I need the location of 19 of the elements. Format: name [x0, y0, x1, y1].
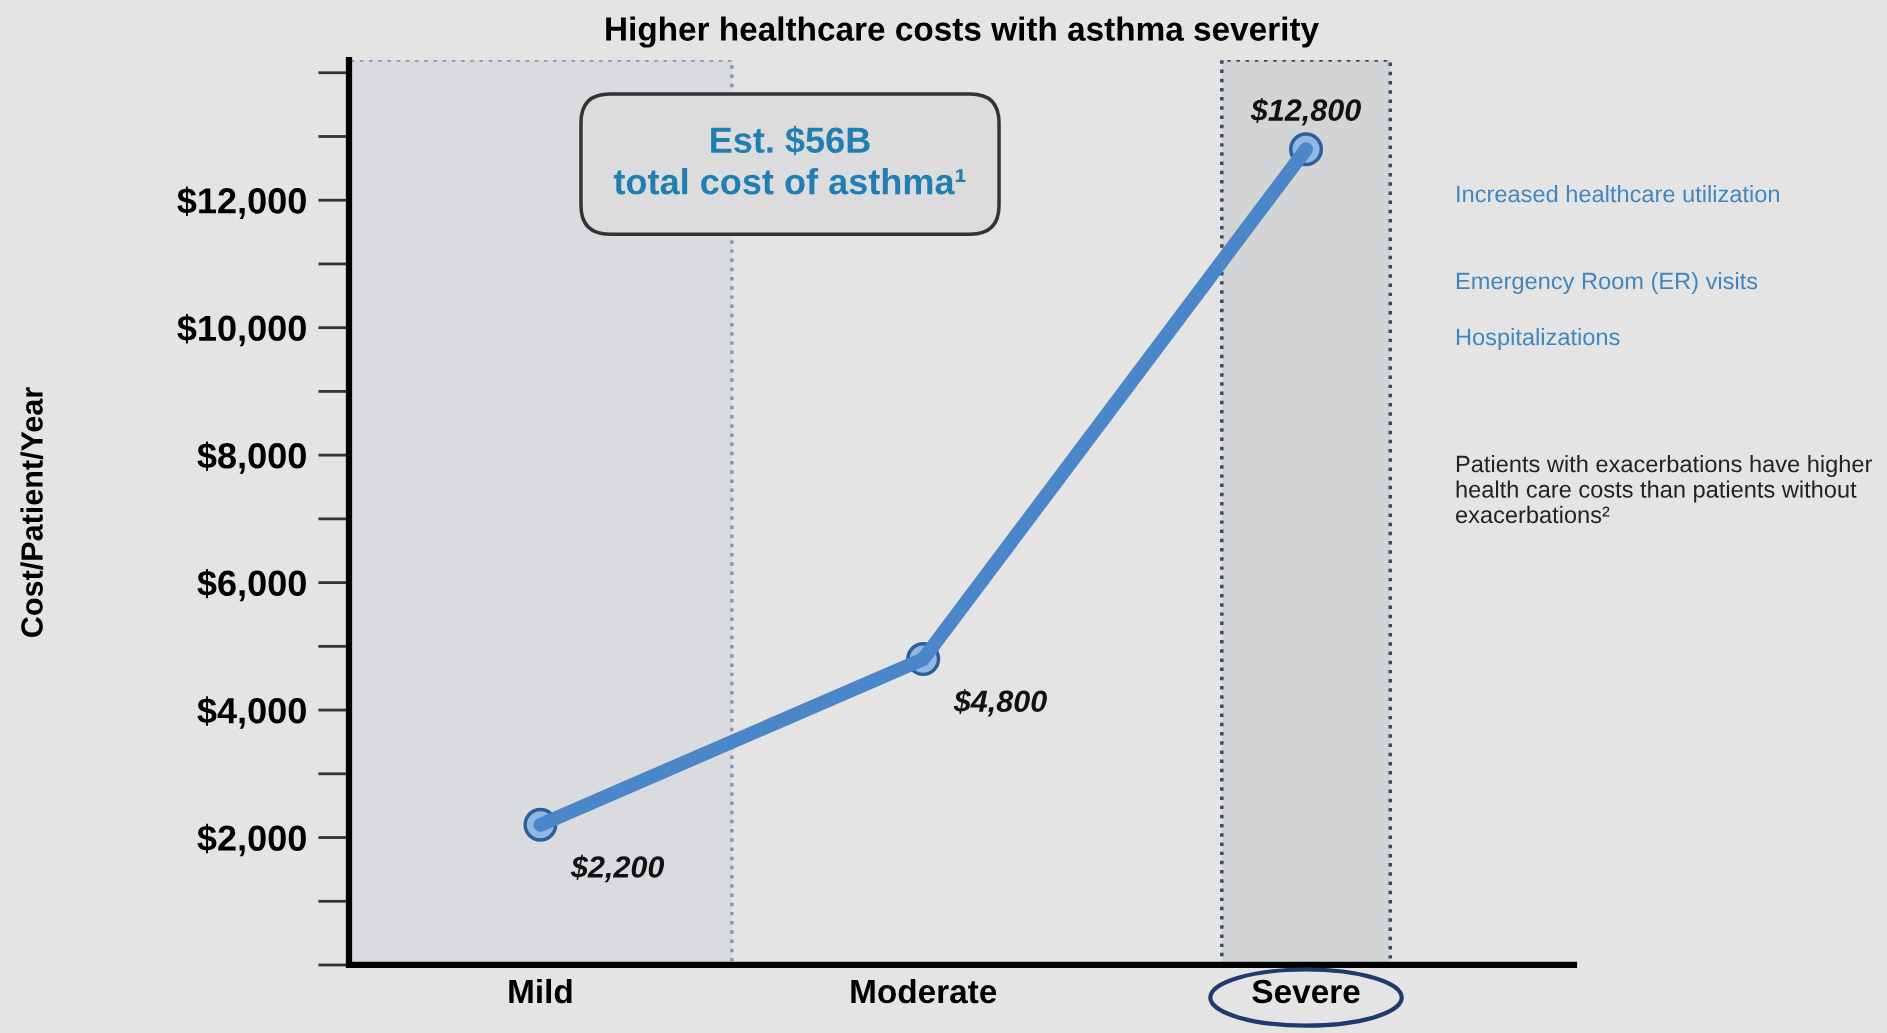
y-tick-label: $4,000	[197, 696, 306, 729]
x-tick-label: Moderate	[851, 978, 997, 1004]
annotation: Est. $56B total cost of asthma¹	[613, 125, 966, 195]
y-axis-title: Cost/Patient/Year	[20, 387, 44, 637]
annotation: Emergency Room (ER) visits	[1456, 272, 1758, 295]
data-label: $12,800	[1250, 97, 1361, 126]
y-tick-label: $2,000	[197, 823, 306, 857]
y-tick-label: $6,000	[197, 568, 306, 602]
data-label: $4,800	[953, 689, 1047, 717]
annotation: Patients with exacerbations have higher health care costs than patients without exacerbations²	[1456, 455, 1872, 524]
annotation: Increased healthcare utilization	[1457, 185, 1779, 203]
annotation: Hospitalizations	[1456, 328, 1620, 351]
x-tick-label: Severe	[1252, 979, 1360, 1004]
y-tick-label: $12,000	[177, 186, 306, 219]
y-tick-label: $10,000	[177, 313, 306, 347]
chart-title: Higher healthcare costs with asthma severity	[606, 16, 1319, 48]
x-tick-label: Mild	[509, 978, 572, 1004]
y-tick-label: $8,000	[197, 441, 306, 474]
data-label: $2,200	[570, 854, 665, 883]
